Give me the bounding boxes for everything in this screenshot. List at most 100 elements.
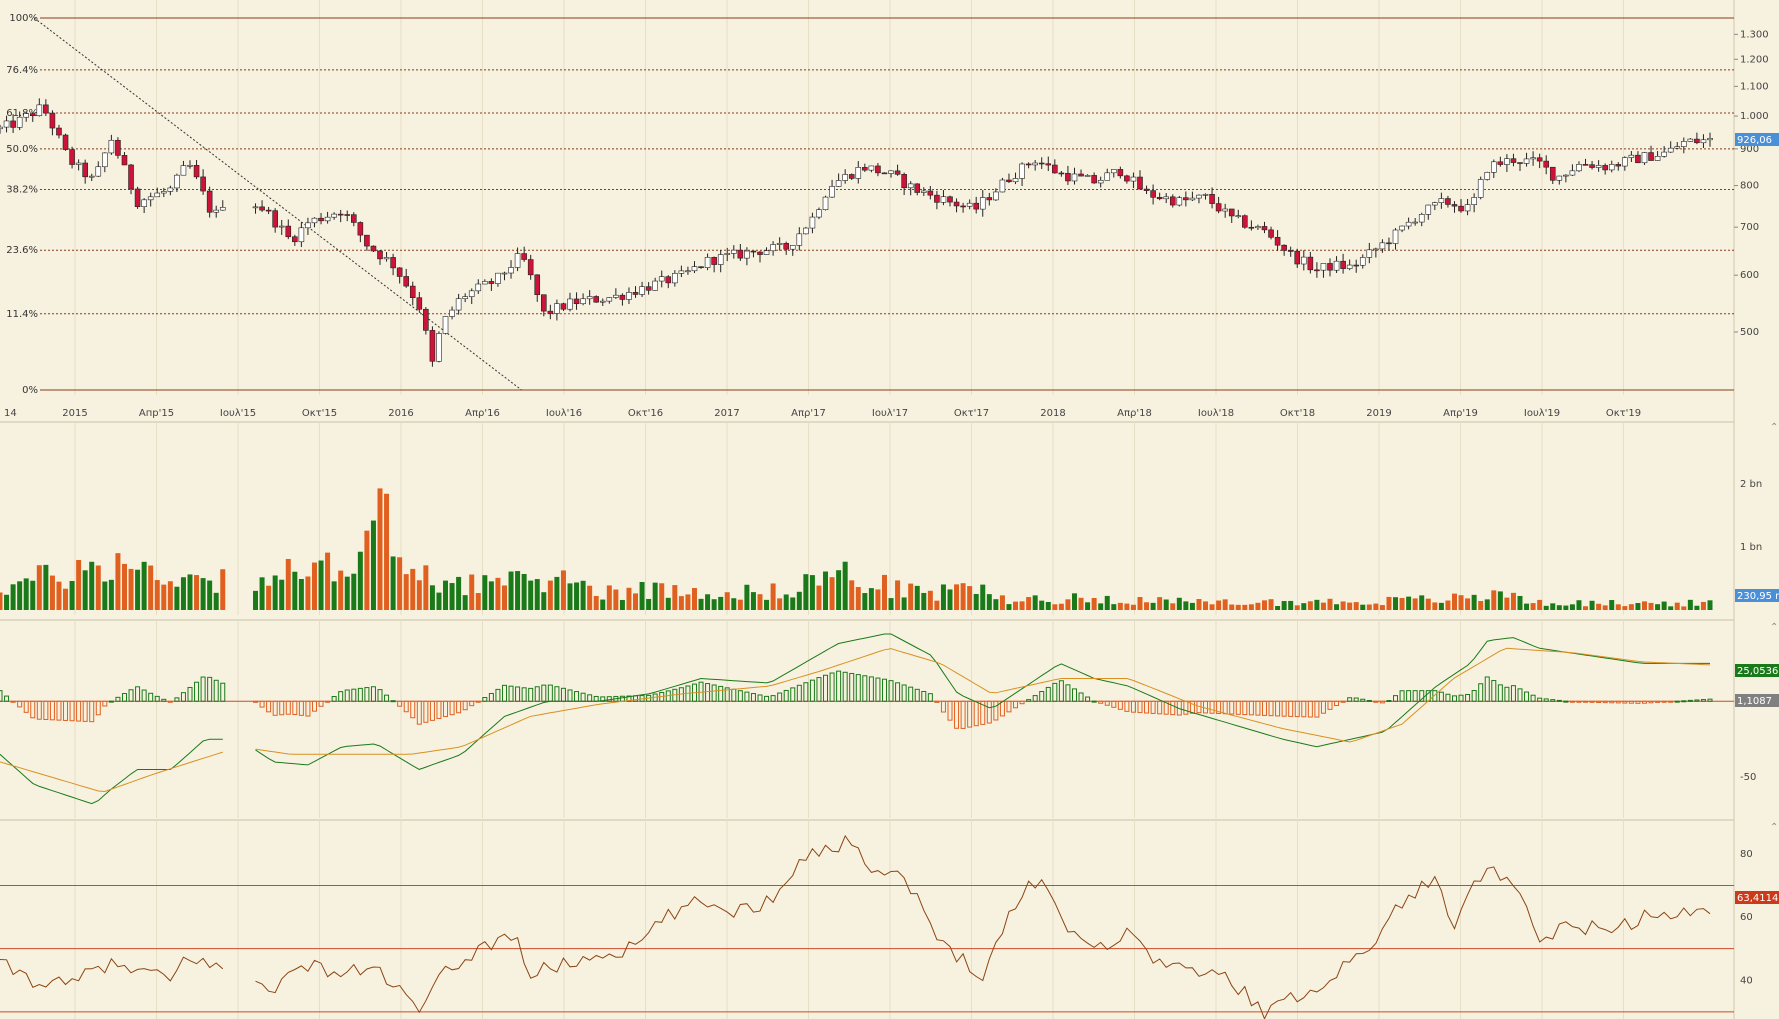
macd-histogram-bar-positive — [1091, 700, 1097, 703]
macd-histogram-bar-negative — [1314, 700, 1320, 718]
candle-body-down — [1445, 198, 1451, 205]
candle-body-down — [1143, 188, 1150, 191]
last-volume-tag-background — [1735, 589, 1779, 602]
macd-histogram-bar-positive — [1432, 690, 1438, 702]
volume-bar-up — [1589, 600, 1595, 610]
macd-histogram-bar-positive — [1406, 690, 1412, 702]
volume-bar-up — [272, 575, 278, 610]
candle-body-up — [868, 165, 875, 171]
volume-bar-up — [488, 581, 494, 610]
volume-bar-up — [1524, 603, 1530, 610]
last-price-value: 926,06 — [1737, 135, 1772, 146]
candle-body-down — [1294, 250, 1301, 265]
volume-bar-up — [1707, 600, 1713, 610]
collapse-volume-icon[interactable]: ⌃ — [1770, 422, 1778, 433]
volume-bar-down — [95, 565, 101, 610]
volume-bar-up — [1517, 595, 1523, 610]
macd-histogram-bar-negative — [1209, 700, 1215, 714]
volume-bar-up — [744, 584, 750, 610]
candle-body-up — [776, 242, 783, 245]
volume-bar-down — [1399, 597, 1405, 610]
macd-histogram-bar-negative — [403, 700, 409, 713]
time-axis-label: Οκτ'15 — [302, 408, 337, 419]
volume-bar-up — [174, 586, 180, 610]
volume-bar-down — [121, 563, 127, 610]
candle-body-up — [1235, 215, 1242, 217]
collapse-macd-icon[interactable]: ⌃ — [1770, 622, 1778, 633]
macd-histogram-bar-positive — [495, 688, 501, 702]
candle-body-up — [298, 227, 305, 243]
macd-histogram-bar-negative — [1098, 700, 1104, 704]
candle-body-up — [1392, 229, 1399, 244]
candle-body-down — [1038, 162, 1045, 165]
volume-bar-up — [1281, 601, 1287, 610]
macd-histogram-bar-positive — [1445, 693, 1451, 702]
volume-bar-up — [1543, 605, 1549, 610]
candle-body-down — [62, 134, 69, 150]
price-axis-label: 1.000 — [1740, 111, 1769, 122]
volume-bar-up — [1419, 595, 1425, 610]
volume-bar-down — [1628, 604, 1634, 610]
volume-bar-up — [554, 576, 560, 610]
macd-histogram-bar-positive — [1386, 700, 1392, 703]
volume-bar-down — [1209, 604, 1215, 610]
volume-bar-down — [49, 575, 55, 610]
macd-histogram-bar-positive — [790, 687, 796, 702]
volume-bar-down — [1681, 606, 1687, 610]
macd-histogram-bar-negative — [1596, 700, 1602, 704]
fibonacci-level-label: 61.8% — [6, 108, 38, 119]
macd-histogram-bar-positive — [600, 696, 606, 702]
candle-body-up — [763, 250, 770, 255]
macd-value-tag-background — [1735, 664, 1779, 677]
candle-body-up — [1189, 197, 1196, 201]
rsi-axis-label: 40 — [1740, 975, 1753, 986]
volume-bar-up — [436, 592, 442, 610]
candle-body-down — [1451, 204, 1458, 207]
volume-bar-down — [397, 557, 403, 610]
candle-body-down — [1274, 236, 1281, 246]
candle-body-up — [1680, 141, 1687, 147]
volume-bar-up — [1098, 603, 1104, 610]
candle-body-down — [986, 197, 993, 201]
macd-histogram-bar-negative — [416, 700, 422, 725]
candle-body-down — [1386, 242, 1392, 245]
collapse-rsi-icon[interactable]: ⌃ — [1770, 822, 1778, 833]
volume-bar-up — [639, 582, 645, 610]
volume-bar-up — [567, 583, 573, 610]
candle-body-down — [337, 213, 344, 216]
macd-histogram-bar-positive — [357, 687, 363, 702]
volume-bar-down — [816, 585, 822, 610]
candle-body-up — [1674, 146, 1681, 149]
candle-body-up — [1490, 161, 1497, 173]
volume-bar-up — [980, 584, 986, 610]
volume-bar-up — [456, 576, 462, 610]
candle-body-up — [730, 249, 737, 254]
candle-body-down — [1078, 173, 1084, 177]
candle-body-down — [1261, 226, 1268, 231]
macd-histogram-bar-negative — [325, 700, 331, 703]
macd-histogram-bar-negative — [1144, 700, 1150, 714]
volume-bar-up — [331, 581, 337, 610]
candle-body-up — [829, 186, 835, 198]
candle-body-up — [219, 207, 226, 211]
volume-bar-down — [606, 585, 612, 610]
volume-bar-down — [1242, 604, 1248, 610]
macd-histogram-bar-positive — [528, 687, 534, 702]
candle-body-up — [1641, 152, 1648, 164]
candle-body-up — [1032, 162, 1038, 166]
volume-bar-down — [1130, 604, 1136, 610]
candle-body-down — [121, 155, 128, 166]
candle-body-down — [934, 194, 940, 203]
macd-vertical-grid — [74, 620, 1624, 818]
volume-bar-down — [999, 595, 1005, 610]
candle-body-down — [285, 225, 292, 238]
candle-body-down — [619, 294, 626, 300]
macd-histogram-bar-negative — [1013, 700, 1019, 709]
candle-body-down — [645, 286, 652, 291]
volume-bar-down — [501, 585, 507, 610]
candle-body-down — [488, 281, 495, 284]
macd-histogram-bar-positive — [1517, 688, 1523, 702]
candle-body-up — [920, 190, 927, 193]
macd-value-tag: 25,0536 — [1735, 664, 1779, 677]
